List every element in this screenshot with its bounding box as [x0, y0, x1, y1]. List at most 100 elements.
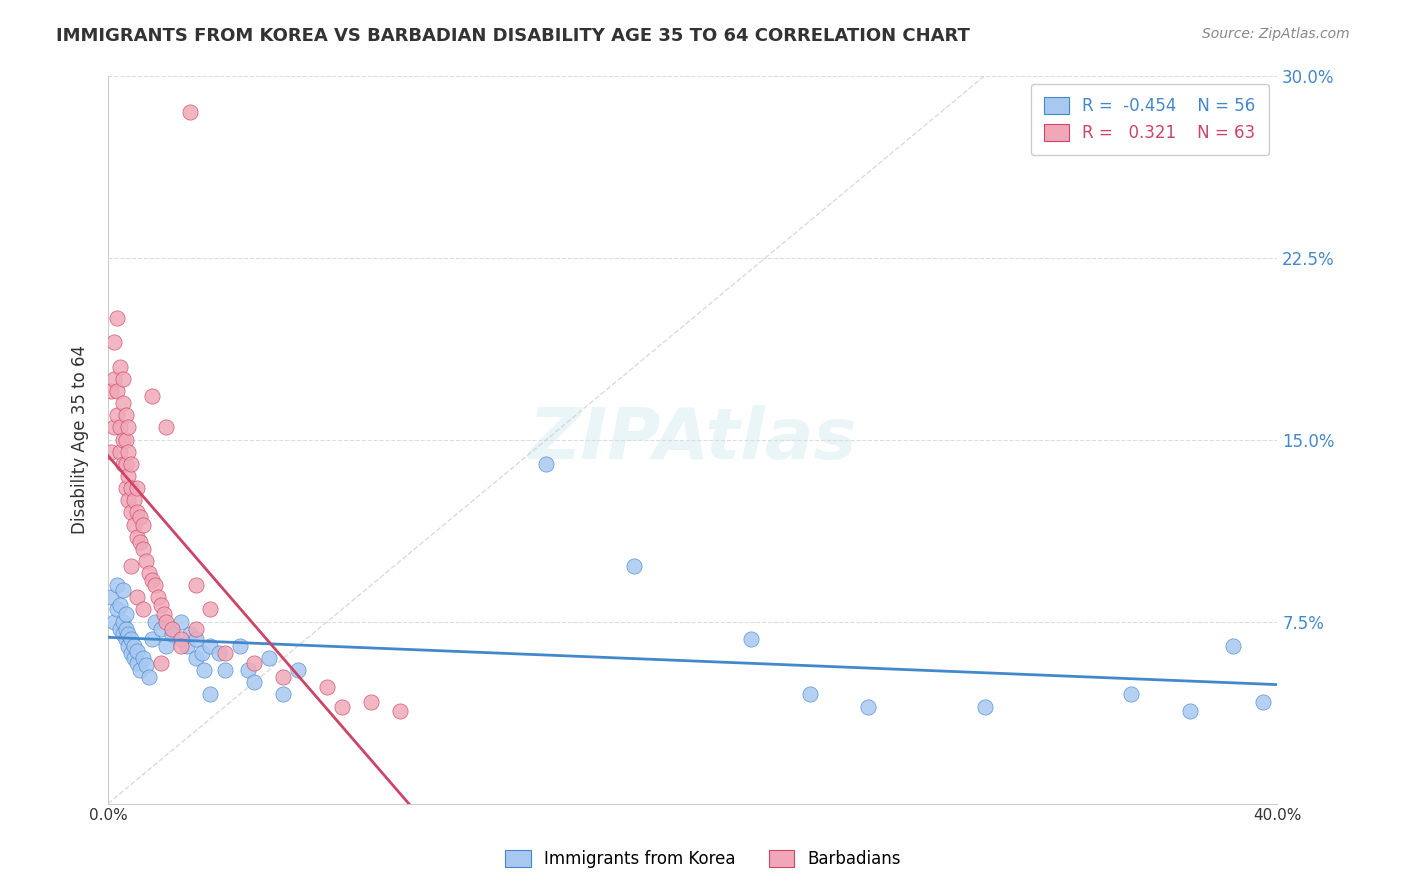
Point [103, 420, 125, 434]
Point [176, 639, 198, 653]
Point [108, 359, 131, 374]
Point [141, 389, 163, 403]
Point [114, 632, 136, 646]
Point [162, 626, 184, 640]
Point [132, 651, 155, 665]
Point [536, 457, 558, 471]
Point [114, 607, 136, 622]
Point [105, 384, 128, 398]
Point [179, 104, 201, 119]
Point [287, 663, 309, 677]
Point [799, 687, 821, 701]
Point [143, 578, 166, 592]
Point [132, 517, 155, 532]
Point [238, 663, 260, 677]
Point [214, 646, 236, 660]
Point [111, 433, 134, 447]
Text: ZIPAtlas: ZIPAtlas [529, 405, 856, 474]
Point [105, 409, 128, 423]
Point [152, 607, 174, 622]
Point [120, 481, 142, 495]
Point [124, 517, 146, 532]
Point [149, 656, 172, 670]
Point [127, 644, 149, 658]
Point [124, 639, 146, 653]
Point [200, 687, 222, 701]
Point [190, 646, 212, 660]
Point [117, 469, 139, 483]
Point [170, 632, 193, 646]
Point [111, 582, 134, 597]
Point [1119, 687, 1142, 701]
Point [120, 558, 142, 573]
Point [120, 505, 142, 519]
Point [127, 530, 149, 544]
Legend: Immigrants from Korea, Barbadians: Immigrants from Korea, Barbadians [499, 843, 907, 875]
Point [330, 699, 353, 714]
Point [273, 687, 295, 701]
Point [105, 311, 128, 326]
Point [170, 639, 193, 653]
Point [257, 651, 280, 665]
Point [111, 615, 134, 629]
Point [120, 632, 142, 646]
Point [200, 639, 222, 653]
Point [117, 420, 139, 434]
Legend: R =  -0.454    N = 56, R =   0.321    N = 63: R = -0.454 N = 56, R = 0.321 N = 63 [1031, 84, 1270, 155]
Point [111, 626, 134, 640]
Point [117, 444, 139, 458]
Point [129, 663, 152, 677]
Point [243, 675, 266, 690]
Point [273, 670, 295, 684]
Point [100, 591, 122, 605]
Point [149, 622, 172, 636]
Point [117, 639, 139, 653]
Point [127, 656, 149, 670]
Point [316, 680, 339, 694]
Point [141, 632, 163, 646]
Point [127, 505, 149, 519]
Point [200, 602, 222, 616]
Point [124, 493, 146, 508]
Point [184, 651, 207, 665]
Point [135, 658, 157, 673]
Point [856, 699, 879, 714]
Point [117, 626, 139, 640]
Point [146, 591, 169, 605]
Point [127, 591, 149, 605]
Point [155, 639, 177, 653]
Point [117, 493, 139, 508]
Point [100, 384, 122, 398]
Point [228, 639, 250, 653]
Point [138, 566, 160, 580]
Point [135, 554, 157, 568]
Point [114, 481, 136, 495]
Point [389, 705, 412, 719]
Point [120, 646, 142, 660]
Point [1251, 695, 1274, 709]
Point [1222, 639, 1244, 653]
Point [162, 622, 184, 636]
Point [974, 699, 997, 714]
Point [184, 578, 207, 592]
Point [111, 396, 134, 410]
Point [114, 409, 136, 423]
Point [127, 481, 149, 495]
Point [114, 433, 136, 447]
Point [184, 632, 207, 646]
Point [740, 632, 762, 646]
Point [155, 615, 177, 629]
Point [108, 622, 131, 636]
Point [114, 622, 136, 636]
Point [360, 695, 382, 709]
Point [184, 622, 207, 636]
Point [111, 457, 134, 471]
Point [103, 615, 125, 629]
Point [100, 444, 122, 458]
Point [138, 670, 160, 684]
Point [108, 598, 131, 612]
Point [124, 651, 146, 665]
Text: Source: ZipAtlas.com: Source: ZipAtlas.com [1202, 27, 1350, 41]
Point [120, 457, 142, 471]
Point [243, 656, 266, 670]
